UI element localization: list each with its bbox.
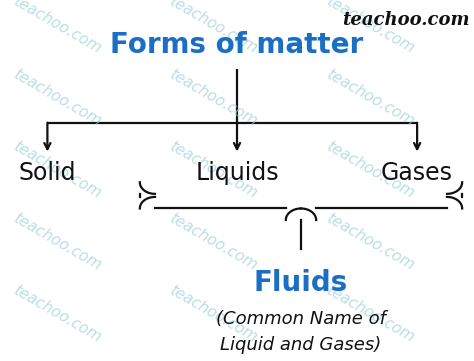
Text: teachoo.com: teachoo.com bbox=[323, 0, 416, 57]
Text: teachoo.com: teachoo.com bbox=[10, 66, 103, 129]
Text: teachoo.com: teachoo.com bbox=[167, 283, 260, 345]
Text: teachoo.com: teachoo.com bbox=[167, 210, 260, 273]
Text: Gases: Gases bbox=[381, 161, 453, 184]
Text: (Common Name of: (Common Name of bbox=[216, 310, 386, 329]
Text: teachoo.com: teachoo.com bbox=[167, 138, 260, 201]
Text: teachoo.com: teachoo.com bbox=[10, 138, 103, 201]
Text: teachoo.com: teachoo.com bbox=[167, 66, 260, 129]
Text: Solid: Solid bbox=[18, 161, 76, 184]
Text: teachoo.com: teachoo.com bbox=[10, 210, 103, 273]
Text: teachoo.com: teachoo.com bbox=[10, 0, 103, 57]
Text: teachoo.com: teachoo.com bbox=[323, 283, 416, 345]
Text: Liquid and Gases): Liquid and Gases) bbox=[220, 336, 382, 354]
Text: teachoo.com: teachoo.com bbox=[323, 210, 416, 273]
Text: teachoo.com: teachoo.com bbox=[342, 11, 469, 29]
Text: teachoo.com: teachoo.com bbox=[10, 283, 103, 345]
Text: Liquids: Liquids bbox=[195, 161, 279, 184]
Text: Fluids: Fluids bbox=[254, 269, 348, 297]
Text: Forms of matter: Forms of matter bbox=[110, 31, 364, 59]
Text: teachoo.com: teachoo.com bbox=[323, 138, 416, 201]
Text: teachoo.com: teachoo.com bbox=[323, 66, 416, 129]
Text: teachoo.com: teachoo.com bbox=[167, 0, 260, 57]
